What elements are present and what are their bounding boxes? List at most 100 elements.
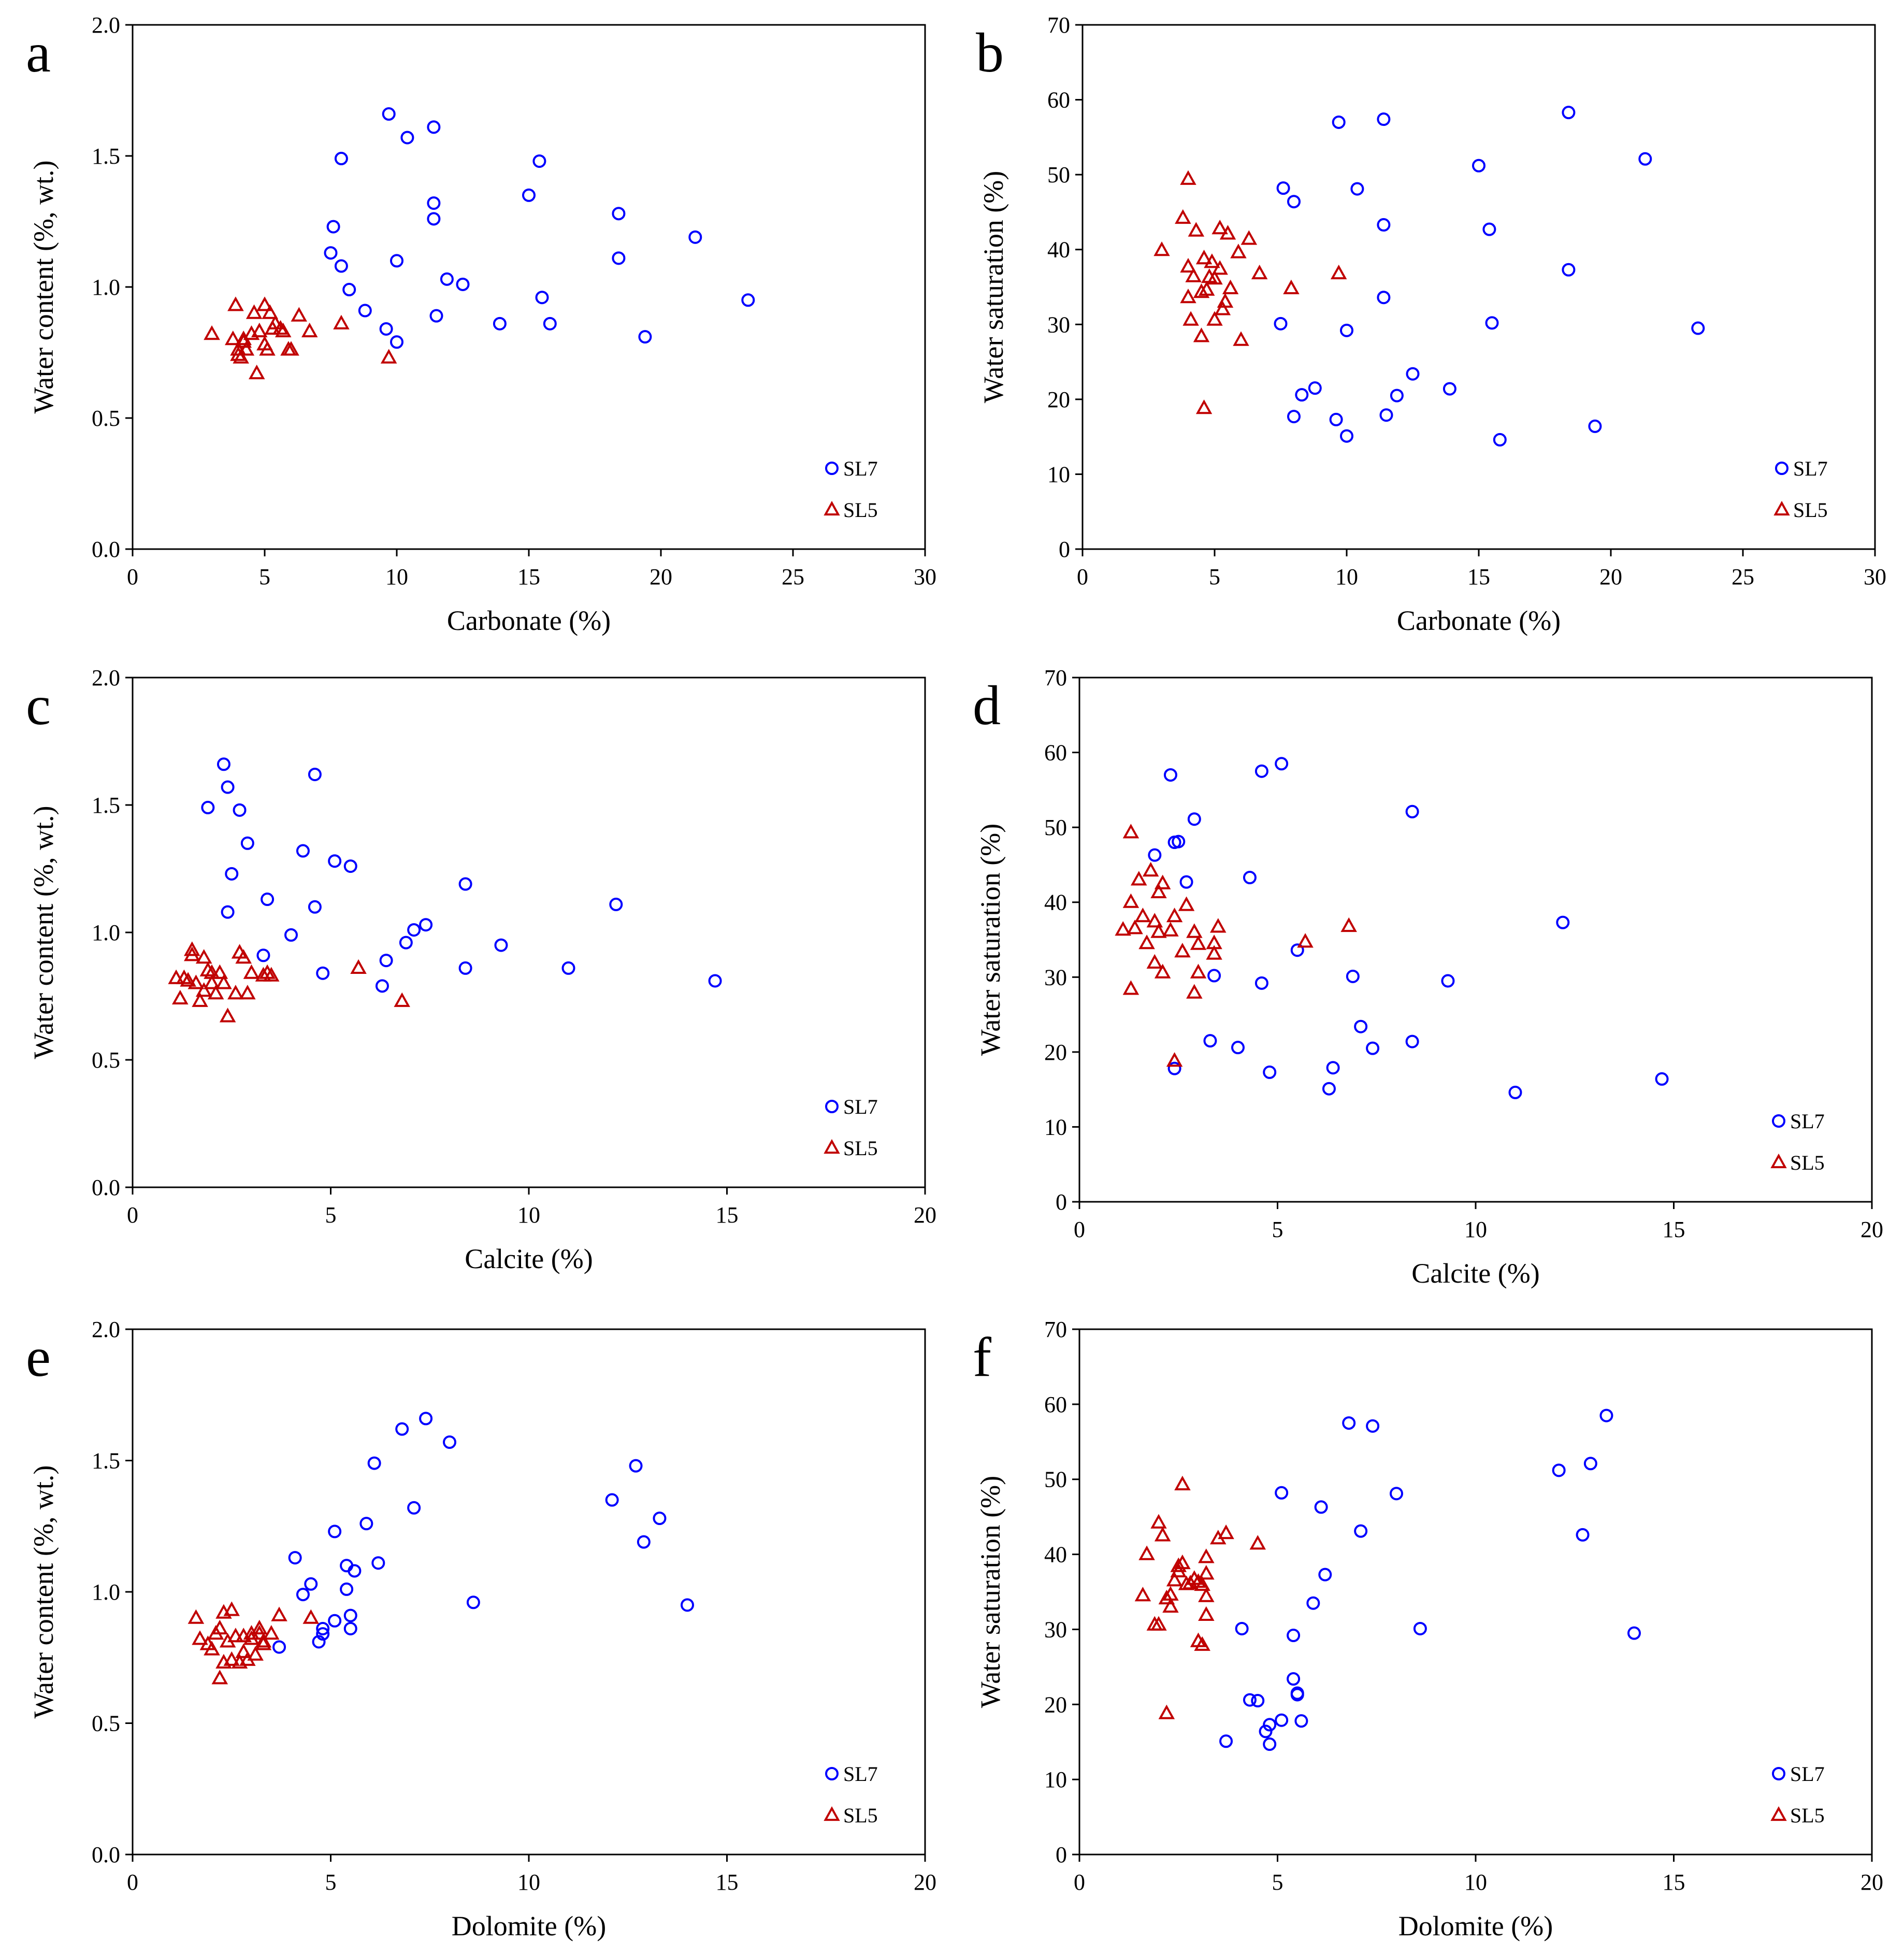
data-point-sl5 <box>171 989 189 1004</box>
data-point-sl7 <box>288 1551 302 1565</box>
series-sl5 <box>204 296 397 380</box>
y-axis-title: Water saturation (%) <box>975 1476 1006 1708</box>
y-tick-label: 0.5 <box>92 406 120 431</box>
legend-marker-sl7 <box>825 462 839 475</box>
x-tick-label: 10 <box>385 564 408 590</box>
data-point-sl5 <box>1209 1530 1227 1545</box>
series-sl7 <box>1274 106 1705 447</box>
data-point-sl7 <box>1377 291 1391 305</box>
x-tick-label: 20 <box>650 564 672 590</box>
panel-label: a <box>26 22 51 84</box>
data-point-sl5 <box>1115 921 1131 936</box>
data-point-sl7 <box>217 757 230 771</box>
data-point-sl5 <box>1230 243 1247 258</box>
y-tick-label: 50 <box>1047 162 1070 188</box>
y-tick-label: 40 <box>1044 1542 1067 1568</box>
data-point-sl5 <box>1211 220 1228 235</box>
data-point-sl7 <box>1443 382 1456 396</box>
data-point-sl5 <box>1190 935 1207 950</box>
data-point-sl7 <box>1308 381 1322 395</box>
data-point-sl5 <box>1180 170 1196 185</box>
data-point-sl7 <box>612 251 626 265</box>
x-axis-title: Calcite (%) <box>1411 1258 1539 1289</box>
y-tick-label: 50 <box>1044 1467 1067 1492</box>
data-point-sl7 <box>532 154 546 168</box>
data-point-sl7 <box>1346 969 1360 983</box>
data-point-sl5 <box>263 967 280 982</box>
data-point-sl7 <box>543 317 557 330</box>
data-point-sl5 <box>1193 327 1210 342</box>
data-point-sl5 <box>204 325 220 340</box>
data-point-sl7 <box>638 330 652 344</box>
data-point-sl7 <box>1390 389 1404 403</box>
data-point-sl5 <box>1166 908 1183 923</box>
data-point-sl7 <box>308 900 322 914</box>
data-point-sl7 <box>637 1535 651 1549</box>
data-point-sl5 <box>1190 964 1207 979</box>
data-point-sl5 <box>1201 268 1218 283</box>
y-tick-label: 20 <box>1044 1040 1067 1065</box>
panel-a: a 0 5 10 15 20 25 30 0.0 0.5 1.0 1.5 2.0 Carbonate (%… <box>26 12 936 636</box>
data-point-sl5 <box>1297 933 1314 948</box>
data-point-sl7 <box>1377 218 1391 232</box>
data-point-sl7 <box>1482 222 1496 236</box>
y-tick-label: 0.0 <box>92 537 120 562</box>
data-point-sl7 <box>1163 768 1177 782</box>
legend: SL7 SL5 <box>1770 1762 1825 1827</box>
data-point-sl7 <box>1148 848 1162 862</box>
data-point-sl5 <box>275 322 292 338</box>
panel-label: b <box>976 22 1004 84</box>
legend-marker-sl5 <box>1773 500 1790 516</box>
data-point-sl5 <box>255 1635 272 1650</box>
x-tick-label: 0 <box>127 1870 138 1895</box>
x-tick-label: 25 <box>782 564 804 590</box>
data-point-sl5 <box>195 982 212 997</box>
data-point-sl5 <box>1214 300 1231 315</box>
data-point-sl7 <box>1441 974 1455 988</box>
x-tick-label: 0 <box>1074 1870 1085 1895</box>
data-point-sl7 <box>343 1621 357 1635</box>
data-point-sl7 <box>316 1627 330 1641</box>
panel-b: b 0 5 10 15 20 25 30 0 10 20 30 40 50 60 70 Carbonate (%… <box>976 12 1886 636</box>
data-point-sl7 <box>1243 1693 1257 1707</box>
data-point-sl5 <box>256 296 273 311</box>
data-point-sl7 <box>1326 1061 1340 1075</box>
plot-frame <box>132 24 926 550</box>
data-point-sl7 <box>741 293 755 307</box>
data-point-sl5 <box>211 964 228 979</box>
y-tick-label: 0 <box>1056 1189 1067 1215</box>
y-tick-label: 40 <box>1044 890 1067 915</box>
data-point-sl5 <box>168 969 184 984</box>
data-point-sl5 <box>223 1651 240 1666</box>
data-point-sl7 <box>493 317 507 330</box>
data-point-sl5 <box>235 1643 252 1658</box>
series-sl7 <box>272 1412 694 1654</box>
data-point-sl7 <box>708 974 722 988</box>
series-sl7 <box>201 757 722 993</box>
data-point-sl7 <box>296 844 310 858</box>
series-sl5 <box>168 941 410 1023</box>
series-sl7 <box>1219 1408 1641 1751</box>
data-point-sl7 <box>1254 976 1268 990</box>
data-point-sl5 <box>1198 281 1215 296</box>
legend: SL7 SL5 <box>824 457 878 522</box>
data-point-sl5 <box>1130 871 1147 886</box>
data-point-sl5 <box>1166 1052 1183 1067</box>
data-point-sl7 <box>324 246 338 260</box>
data-point-sl5 <box>1193 283 1210 298</box>
data-point-sl7 <box>609 897 623 911</box>
series-sl5 <box>1134 1475 1266 1719</box>
data-point-sl7 <box>1342 1416 1356 1430</box>
data-point-sl5 <box>251 1619 268 1635</box>
data-point-sl7 <box>440 272 454 286</box>
data-point-sl5 <box>1233 331 1249 346</box>
x-tick-label: 10 <box>1335 564 1358 590</box>
data-point-sl7 <box>400 131 414 145</box>
data-point-sl5 <box>1198 1548 1215 1563</box>
data-point-sl7 <box>1275 1713 1289 1727</box>
data-point-sl5 <box>187 974 205 989</box>
data-point-sl5 <box>1182 311 1199 326</box>
legend-label-sl7: SL7 <box>843 1095 878 1118</box>
data-point-sl5 <box>1185 267 1202 282</box>
y-tick-label: 70 <box>1044 1317 1067 1342</box>
